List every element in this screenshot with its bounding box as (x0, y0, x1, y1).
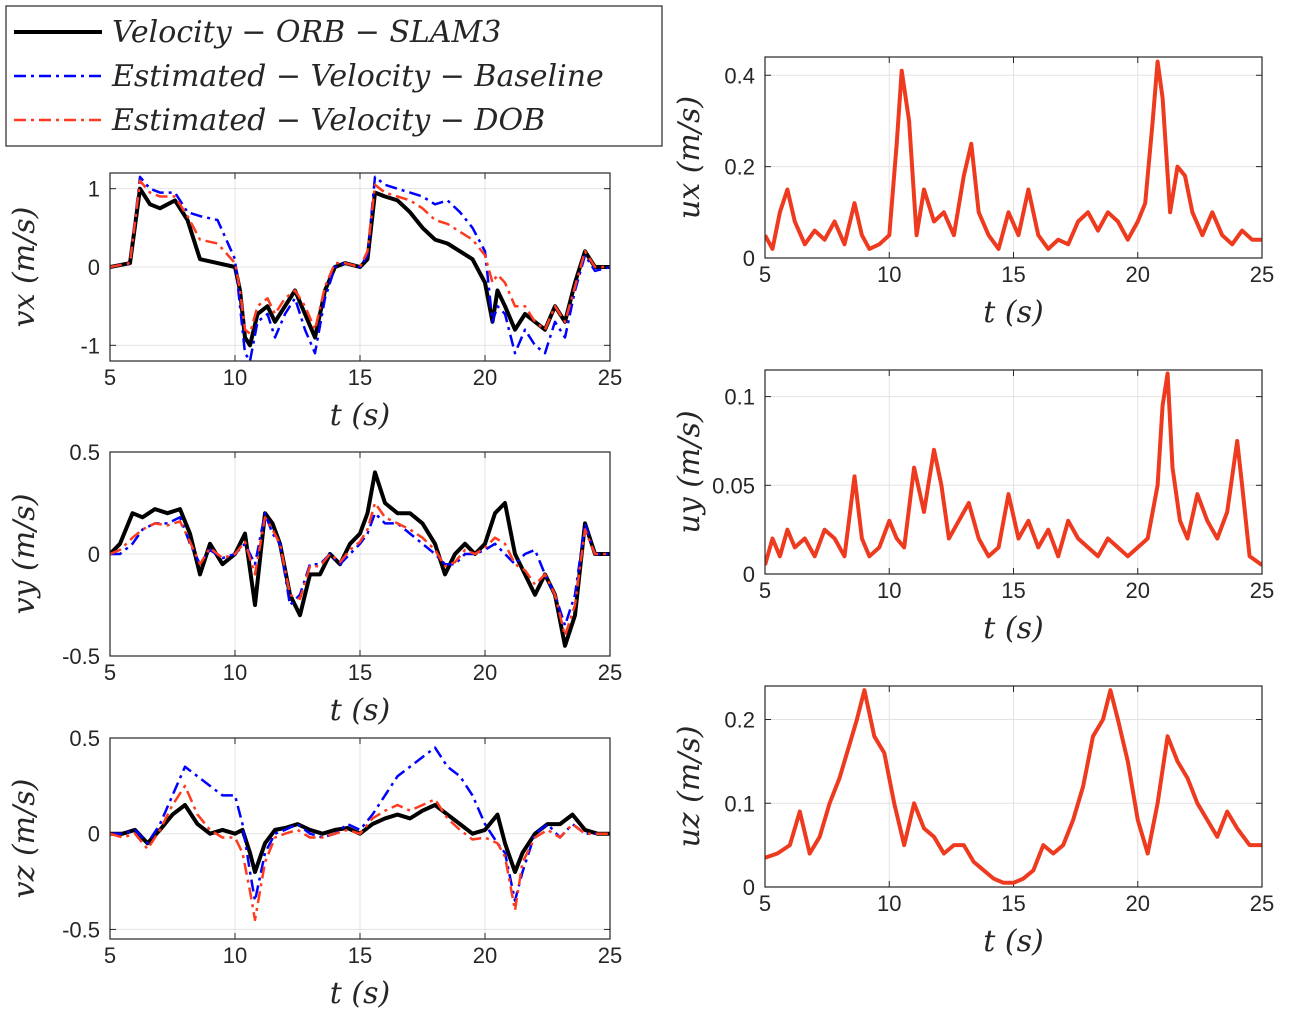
x-tick-label: 25 (598, 660, 622, 685)
legend: Velocity − ORB − SLAM3 Estimated − Veloci… (5, 5, 663, 147)
chart-panel-vy: 5 10 15 20 25 -0.5 0 0.5 t (s) vy (m/s) (7, 440, 622, 728)
series-line-input (765, 371, 1262, 567)
axes-frame (764, 685, 1263, 888)
x-tick-label: 15 (1001, 262, 1025, 287)
x-tick-label: 5 (759, 262, 771, 287)
x-tick-label: 10 (877, 262, 901, 287)
y-tick-label: 0 (743, 875, 755, 900)
axes-frame (109, 172, 611, 362)
series-line-dob (110, 501, 610, 637)
x-tick-label: 15 (1001, 578, 1025, 603)
y-tick-label: 1 (88, 177, 100, 202)
series-group (110, 175, 610, 361)
x-tick-label: 10 (223, 660, 247, 685)
x-tick-label: 15 (348, 660, 372, 685)
x-tick-label: 15 (1001, 891, 1025, 916)
x-tick-label: 25 (598, 365, 622, 390)
chart-panels: 5 10 15 20 25 -1 0 1 t (s) vx (m/s) 5 10 15 20 25 -0.5 0… (7, 56, 1274, 1011)
x-tick-label: 20 (1126, 891, 1150, 916)
legend-box (5, 5, 663, 147)
y-tick-label: 0 (88, 542, 100, 567)
x-tick-label: 20 (473, 365, 497, 390)
x-tick-label: 25 (598, 943, 622, 968)
x-axis-label: t (s) (983, 611, 1043, 646)
legend-label: Estimated − Velocity − DOB (111, 103, 545, 138)
y-tick-label: -0.5 (62, 917, 100, 942)
x-tick-label: 15 (348, 943, 372, 968)
series-line-orb-slam3 (110, 186, 610, 348)
y-axis-label: ux (m/s) (672, 96, 707, 219)
x-tick-label: 5 (759, 578, 771, 603)
x-axis-label: t (s) (330, 976, 390, 1011)
axes-frame (764, 369, 1263, 575)
x-tick-label: 10 (877, 578, 901, 603)
series-line-input (765, 59, 1262, 251)
legend-label: Estimated − Velocity − Baseline (111, 59, 604, 94)
x-tick-label: 5 (104, 365, 116, 390)
legend-label: Velocity − ORB − SLAM3 (112, 15, 501, 50)
x-tick-label: 20 (473, 660, 497, 685)
y-tick-label: 0 (743, 246, 755, 271)
x-axis-label: t (s) (330, 693, 390, 728)
series-line-dob (110, 784, 610, 922)
series-group (765, 688, 1262, 885)
x-tick-label: 10 (223, 365, 247, 390)
x-axis-label: t (s) (983, 924, 1043, 959)
y-tick-label: 0.5 (69, 726, 100, 751)
chart-panel-ux: 5 10 15 20 25 0 0.2 0.4 t (s) ux (m/s) (672, 56, 1274, 330)
series-line-input (765, 688, 1262, 885)
series-group (765, 371, 1262, 567)
x-tick-label: 10 (223, 943, 247, 968)
axes-frame (109, 737, 611, 940)
x-tick-label: 5 (104, 660, 116, 685)
y-tick-label: 0 (88, 255, 100, 280)
x-axis-label: t (s) (983, 295, 1043, 330)
series-group (110, 746, 610, 922)
y-axis-label: vz (m/s) (7, 779, 42, 899)
x-tick-label: 20 (1126, 578, 1150, 603)
y-axis-label: uy (m/s) (672, 410, 707, 533)
axes-frame (764, 56, 1263, 259)
y-tick-label: 0.4 (724, 63, 755, 88)
y-tick-label: -0.5 (62, 644, 100, 669)
series-line-dob (110, 179, 610, 335)
x-tick-label: 25 (1250, 891, 1274, 916)
series-line-baseline (110, 175, 610, 361)
y-tick-label: 0.2 (724, 708, 755, 733)
chart-panel-vx: 5 10 15 20 25 -1 0 1 t (s) vx (m/s) (7, 172, 622, 433)
x-tick-label: 20 (1126, 262, 1150, 287)
y-tick-label: 0.05 (712, 473, 755, 498)
x-tick-label: 15 (348, 365, 372, 390)
axes-frame (109, 451, 611, 657)
y-axis-label: vx (m/s) (7, 207, 42, 328)
series-group (110, 470, 610, 648)
y-axis-label: vy (m/s) (7, 494, 42, 615)
x-axis-label: t (s) (330, 398, 390, 433)
series-group (765, 59, 1262, 251)
x-tick-label: 5 (104, 943, 116, 968)
x-tick-label: 10 (877, 891, 901, 916)
y-tick-label: 0.5 (69, 440, 100, 465)
y-tick-label: 0.1 (724, 791, 755, 816)
y-tick-label: 0 (88, 822, 100, 847)
x-tick-label: 25 (1250, 262, 1274, 287)
x-tick-label: 5 (759, 891, 771, 916)
chart-panel-vz: 5 10 15 20 25 -0.5 0 0.5 t (s) vz (m/s) (7, 726, 622, 1011)
chart-panel-uy: 5 10 15 20 25 0 0.05 0.1 t (s) uy (m/s) (672, 369, 1274, 646)
series-line-orb-slam3 (110, 470, 610, 648)
x-tick-label: 25 (1250, 578, 1274, 603)
y-axis-label: uz (m/s) (672, 725, 707, 847)
y-tick-label: 0.2 (724, 155, 755, 180)
y-tick-label: 0 (743, 562, 755, 587)
chart-panel-uz: 5 10 15 20 25 0 0.1 0.2 t (s) uz (m/s) (672, 685, 1274, 959)
y-tick-label: 0.1 (724, 385, 755, 410)
x-tick-label: 20 (473, 943, 497, 968)
y-tick-label: -1 (80, 333, 100, 358)
